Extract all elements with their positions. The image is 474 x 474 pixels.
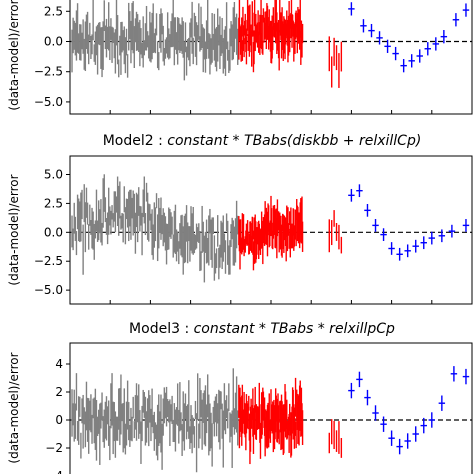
ytick-label: 0.0 [44,225,63,239]
panel-3-frame [69,342,473,474]
ytick-label: −2 [45,441,63,455]
panel-2-title: Model2 : constant * TBabs(diskbb + relxi… [103,133,422,149]
panel-model1: (data-model)/error 2.5 0.0 −2.5 −5.0 [7,0,473,115]
panel-2-yaxis: 5.0 2.5 0.0 −2.5 −5.0 [34,168,433,304]
ytick-label: 0 [55,413,63,427]
panel-model2: Model2 : constant * TBabs(diskbb + relxi… [7,133,473,305]
panel-3-marks [71,366,470,473]
panel-1-yaxis: 2.5 0.0 −2.5 −5.0 [34,4,433,114]
ytick-label: −4 [45,469,63,474]
ytick-label: −5.0 [34,283,63,297]
panel-model3: Model3 : constant * TBabs * relxillpCp (… [7,321,473,474]
panel-3-title-prefix: Model3 : [129,321,194,337]
ytick-label: 2.5 [44,196,63,210]
panel-2-title-expression: constant * TBabs(diskbb + relxillCp) [167,133,421,149]
panel-2-marks [71,174,470,283]
ytick-label: 2.5 [44,4,63,18]
panel-1-ylabel: (data-model)/error [7,0,21,111]
panel-3-ylabel: (data-model)/error [7,352,21,463]
ytick-label: 2 [55,385,63,399]
panel-3-title-expression: constant * TBabs * relxillpCp [194,321,395,337]
panel-2-title-prefix: Model2 : [103,133,168,149]
ytick-label: −2.5 [34,65,63,79]
ytick-label: 0.0 [44,35,63,49]
ytick-label: −2.5 [34,254,63,268]
ytick-label: 5.0 [44,168,63,182]
panel-1-marks [71,0,470,88]
ytick-label: −5.0 [34,95,63,109]
ytick-label: 4 [55,357,63,371]
panel-2-ylabel: (data-model)/error [7,174,21,285]
panel-3-yaxis: 4 2 0 −2 −4 [45,357,70,474]
panel-3-title: Model3 : constant * TBabs * relxillpCp [129,321,395,337]
